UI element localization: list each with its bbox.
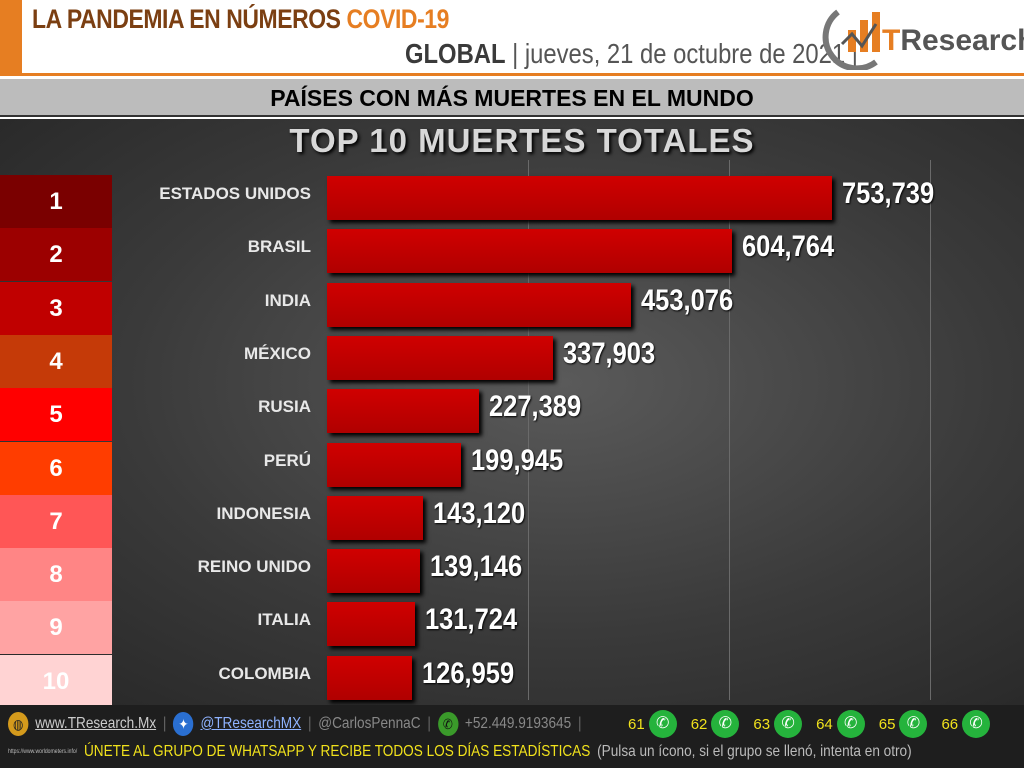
group-number: 66: [941, 715, 959, 733]
category-label: INDIA: [264, 290, 311, 310]
rank-badge: 6: [0, 441, 112, 495]
data-label: 227,389: [489, 390, 582, 424]
bar: [327, 176, 832, 220]
whatsapp-icon[interactable]: ✆: [711, 710, 740, 738]
rank-badge: 7: [0, 494, 112, 548]
category-label: PERÚ: [263, 450, 311, 470]
category-label: REINO UNIDO: [197, 557, 311, 577]
data-label: 337,903: [563, 336, 656, 370]
category-label: COLOMBIA: [218, 663, 311, 683]
whatsapp-icon[interactable]: ✆: [648, 710, 677, 738]
whatsapp-group[interactable]: 61 ✆: [628, 710, 677, 738]
separator: |: [427, 715, 431, 732]
category-label: BRASIL: [247, 237, 311, 257]
bar: [327, 495, 423, 540]
rank-badge: 9: [0, 601, 112, 655]
data-label: 139,146: [430, 550, 523, 584]
group-number: 62: [690, 715, 708, 733]
rank-badge: 3: [0, 281, 112, 335]
data-label: 604,764: [742, 230, 835, 264]
data-label: 126,959: [422, 656, 515, 690]
whatsapp-icon[interactable]: ✆: [962, 710, 991, 738]
gridline: [729, 160, 730, 700]
whatsapp-icon[interactable]: ✆: [836, 710, 865, 738]
group-number: 65: [878, 715, 896, 733]
whatsapp-group[interactable]: 62 ✆: [691, 710, 740, 738]
globe-icon: ◍: [8, 712, 29, 736]
bar: [327, 389, 480, 434]
rank-badge: 10: [0, 654, 112, 708]
header-subtitle: GLOBAL | jueves, 21 de octubre de 2021 |: [405, 38, 858, 70]
gridline: [528, 160, 529, 700]
data-label: 753,739: [842, 177, 935, 210]
group-number: 64: [816, 715, 833, 733]
twitter-icon: ✦: [173, 712, 194, 736]
header-title: LA PANDEMIA EN NÚMEROS COVID-19: [32, 4, 449, 35]
cta-text: ÚNETE AL GRUPO DE WHATSAPP Y RECIBE TODO…: [83, 743, 591, 760]
phone: +52.449.9193645: [464, 715, 572, 732]
date: | jueves, 21 de octubre de 2021 |: [512, 38, 858, 69]
website-link[interactable]: www.TResearch.Mx: [35, 715, 157, 732]
gridline: [930, 160, 931, 700]
whatsapp-group[interactable]: 65 ✆: [879, 710, 928, 738]
whatsapp-group[interactable]: 66 ✆: [941, 710, 991, 738]
svg-text:TResearch: TResearch: [882, 24, 1024, 57]
twitter-link[interactable]: @TResearchMX: [200, 715, 302, 732]
category-label: ITALIA: [257, 610, 311, 630]
data-label: 453,076: [640, 283, 733, 317]
tresearch-logo: TResearch: [822, 9, 1024, 70]
bar: [327, 335, 554, 380]
bar: [327, 442, 461, 487]
group-number: 63: [753, 715, 771, 733]
rank-badge: 4: [0, 334, 112, 388]
category-label: INDONESIA: [216, 503, 311, 523]
whatsapp-group[interactable]: 63 ✆: [753, 710, 803, 738]
cta-note: (Pulsa un ícono, si el grupo se llenó, i…: [597, 743, 912, 760]
category-label: MÉXICO: [243, 343, 311, 363]
rank-badge: 1: [0, 175, 112, 228]
whatsapp-group[interactable]: 64 ✆: [816, 710, 865, 738]
data-label: 131,724: [425, 603, 518, 637]
bar: [327, 229, 733, 274]
twitter2[interactable]: @CarlosPennaC: [318, 715, 421, 732]
category-label: ESTADOS UNIDOS: [159, 184, 311, 203]
separator: |: [307, 715, 312, 732]
data-label: 199,945: [470, 443, 564, 477]
whatsapp-icon[interactable]: ✆: [774, 710, 803, 738]
source-url[interactable]: https://www.worldometers.info/: [8, 749, 78, 755]
region: GLOBAL: [405, 38, 506, 69]
title-text: LA PANDEMIA EN NÚMEROS: [32, 4, 341, 34]
separator: |: [162, 715, 167, 732]
header: LA PANDEMIA EN NÚMEROS COVID-19 GLOBAL |…: [0, 0, 1024, 76]
bar: [327, 549, 421, 594]
title-accent: COVID-19: [346, 4, 450, 34]
section-subtitle: PAÍSES CON MÁS MUERTES EN EL MUNDO: [0, 79, 1024, 117]
group-number: 61: [628, 715, 645, 733]
whatsapp-icon[interactable]: ✆: [899, 710, 928, 738]
whatsapp-groups: 61 ✆ 62 ✆ 63 ✆ 64 ✆ 65 ✆ 66 ✆: [628, 710, 991, 738]
chart-title: TOP 10 MUERTES TOTALES: [289, 122, 755, 159]
rank-badge: 5: [0, 388, 112, 442]
rank-badge: 2: [0, 228, 112, 282]
bar: [327, 655, 413, 700]
accent-bar: [0, 0, 22, 74]
bar: [327, 602, 416, 647]
footer-cta: https://www.worldometers.info/ ÚNETE AL …: [8, 742, 912, 762]
bar: [327, 282, 631, 327]
separator: |: [577, 715, 582, 732]
rank-badge: 8: [0, 548, 112, 602]
phone-icon: ✆: [437, 712, 459, 736]
category-label: RUSIA: [258, 397, 311, 417]
data-label: 143,120: [432, 496, 526, 530]
footer-contacts: ◍ www.TResearch.Mx | ✦ @TResearchMX | @C…: [8, 711, 581, 737]
